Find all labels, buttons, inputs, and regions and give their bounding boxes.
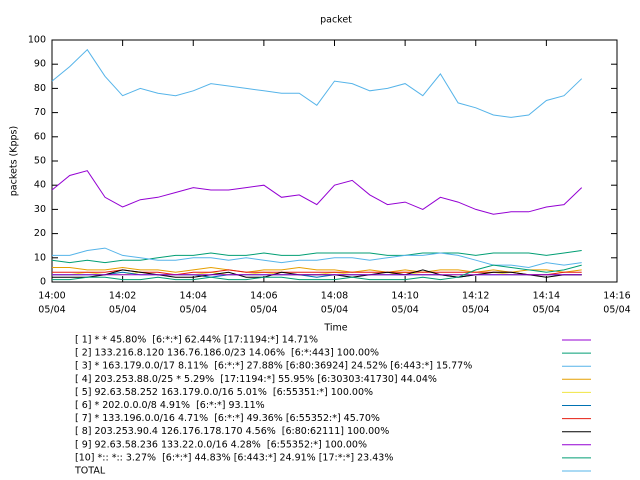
y-tick-label: 100 <box>28 35 46 46</box>
x-tick-label: 05/04 <box>38 305 65 316</box>
x-tick-label: 05/04 <box>109 305 136 316</box>
series-line <box>51 170 583 215</box>
legend-label: [ 8] 203.253.90.4 126.176.178.170 4.56% … <box>75 426 389 437</box>
y-tick-label: 10 <box>34 252 46 263</box>
x-tick-label: 14:08 <box>321 291 348 302</box>
x-tick-label: 14:16 <box>603 291 630 302</box>
series-line <box>52 266 582 273</box>
x-axis-label: Time <box>323 323 347 334</box>
x-tick-label: 05/04 <box>603 305 630 316</box>
series-line <box>51 48 583 118</box>
x-tick-label: 14:02 <box>109 291 136 302</box>
legend-label: [ 3] * 163.179.0.0/17 8.11% [6:*:*] 27.8… <box>75 361 472 372</box>
x-tick-label: 05/04 <box>321 305 348 316</box>
x-tick-label: 05/04 <box>462 305 489 316</box>
y-tick-label: 90 <box>34 59 46 70</box>
legend-label: [ 6] * 202.0.0.0/8 4.91% [6:*:*] 93.11% <box>75 400 265 411</box>
legend-label: TOTAL <box>74 466 106 477</box>
y-tick-label: 80 <box>34 83 46 94</box>
y-tick-label: 20 <box>34 228 46 239</box>
legend-label: [ 7] * 133.196.0.0/16 4.71% [6:*:*] 49.3… <box>75 413 380 424</box>
x-tick-label: 14:10 <box>391 291 418 302</box>
legend-label: [ 2] 133.216.8.120 136.76.186.0/23 14.06… <box>75 348 379 359</box>
x-tick-label: 14:04 <box>180 291 207 302</box>
legend-label: [ 1] * * 45.80% [6:*:*] 62.44% [17:1194:… <box>75 335 318 346</box>
y-axis-label: packets (Kpps) <box>9 126 20 196</box>
x-tick-label: 14:06 <box>250 291 277 302</box>
x-tick-label: 14:00 <box>38 291 65 302</box>
y-tick-label: 60 <box>34 131 46 142</box>
y-tick-label: 30 <box>34 204 46 215</box>
x-tick-label: 14:14 <box>533 291 560 302</box>
x-tick-label: 05/04 <box>391 305 418 316</box>
legend-label: [ 4] 203.253.88.0/25 * 5.29% [17:1194:*]… <box>75 374 437 385</box>
y-tick-label: 40 <box>34 180 46 191</box>
x-tick-label: 05/04 <box>533 305 560 316</box>
x-tick-label: 05/04 <box>250 305 277 316</box>
series-line <box>52 264 582 281</box>
y-tick-label: 0 <box>40 277 46 288</box>
y-tick-label: 70 <box>34 107 46 118</box>
chart-title: packet <box>320 15 352 26</box>
x-tick-label: 05/04 <box>180 305 207 316</box>
legend-label: [ 9] 92.63.58.236 133.22.0.0/16 4.28% [6… <box>75 439 367 450</box>
legend-label: [ 5] 92.63.58.252 163.179.0.0/16 5.01% [… <box>75 387 373 398</box>
legend-label: [10] *:: *:: 3.27% [6:*:*] 44.83% [6:443… <box>75 452 393 463</box>
y-tick-label: 50 <box>34 156 46 167</box>
x-tick-label: 14:12 <box>462 291 489 302</box>
series-line <box>51 250 582 264</box>
